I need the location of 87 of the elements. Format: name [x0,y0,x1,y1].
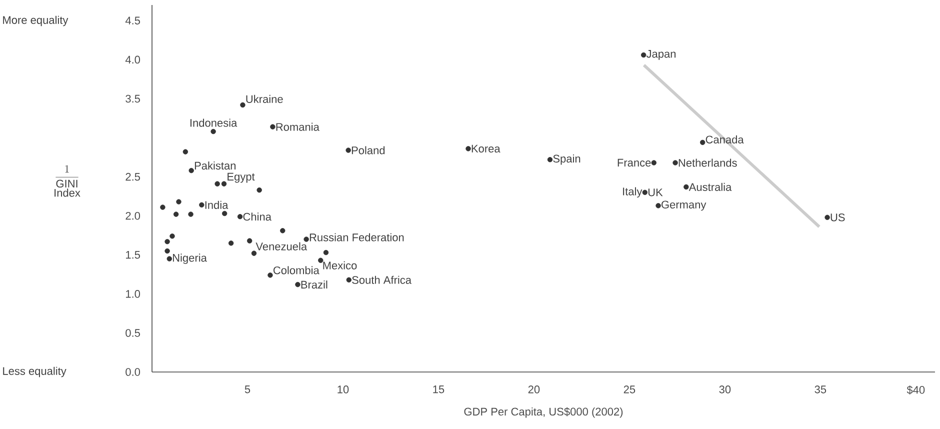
annotation: India [205,200,228,209]
annotation: Poland [352,146,385,154]
point [182,149,188,154]
point [188,212,194,217]
x-tick-label: 5 [244,386,250,394]
y-tick-label: 0.0 [126,368,140,376]
point [173,212,179,217]
y-tick-label: 2.0 [126,212,140,220]
point [346,148,351,153]
annotation: Venezuela [256,242,308,250]
point [700,140,706,146]
annotation: Japan [646,50,676,60]
point [170,234,175,239]
annotation: UK [648,188,663,196]
point [210,128,216,134]
point [164,248,170,254]
annotation: US [830,214,845,222]
annotation: Germany [662,200,706,211]
point [188,168,194,174]
x-tick-label: 30 [719,386,731,394]
annotation: China [243,212,272,221]
point [199,202,204,208]
point [323,250,329,256]
annotation: Spain [553,154,580,165]
text: Less equality [3,366,66,378]
point [642,190,648,196]
point [214,181,220,186]
point [304,236,309,242]
x-tick-label: 25 [624,386,636,394]
point [684,184,689,190]
point [176,199,182,204]
point [166,256,172,262]
x-tick-label: $40 [906,386,925,394]
point [237,214,243,220]
point [824,214,830,220]
point [651,160,656,166]
x-tick-label: 20 [528,386,540,394]
point [270,124,276,130]
y-axis-title: $\begin{array}{c}\displaystyle\frac{1}{\mathrm{GINI}}\\ \mathrm{Index}\end{array}$ [54,165,80,197]
annotation: Russian Federation [310,233,404,242]
annotation: Canada [706,135,744,144]
point [346,277,352,282]
annotation: Mexico [323,261,357,270]
x-axis-title: GDP Per Capita, US$000 (2002) [464,407,623,418]
point [280,228,286,234]
point [251,250,257,256]
annotation: Egypt [228,172,255,183]
x-tick-label: 15 [433,386,444,394]
x-tick-label: 10 [338,386,349,394]
point [318,258,324,263]
annotation: Nigeria [172,254,207,264]
annotation: Netherlands [678,158,737,167]
point [547,157,553,162]
point [466,146,471,152]
point [256,187,262,193]
annotation: Colombia [273,266,320,274]
annotation: South Africa [352,276,412,284]
point [222,210,228,216]
annotation: Ukraine [246,94,283,103]
y-tick-label: 0.5 [126,329,140,337]
annotation: France [618,158,651,167]
y-tick-label: 1.0 [126,290,140,298]
point [672,160,678,166]
point [164,239,170,244]
annotation: Pakistan [194,162,236,170]
y-tick-label: 2.5 [126,172,140,181]
annotation: Indonesia [190,118,238,127]
point [221,181,227,186]
text: More equality [3,16,68,26]
annotation: Romania [276,122,320,131]
point [228,240,234,246]
annotation: Italy [623,187,642,198]
point [295,282,300,288]
x-tick-label: 35 [814,386,826,394]
y-tick-label: 4.0 [125,56,140,64]
point [240,102,246,108]
y-tick-label: 4.5 [125,16,140,24]
point [246,238,252,244]
y-tick-label: 3.5 [126,94,140,103]
point [656,203,661,208]
point [268,272,273,278]
y-tick-label: 1.5 [126,251,140,259]
annotation: Korea [472,144,500,153]
annotation: Australia [688,182,732,191]
point [160,204,166,210]
annotation: Brazil [301,280,328,289]
point [640,52,646,58]
